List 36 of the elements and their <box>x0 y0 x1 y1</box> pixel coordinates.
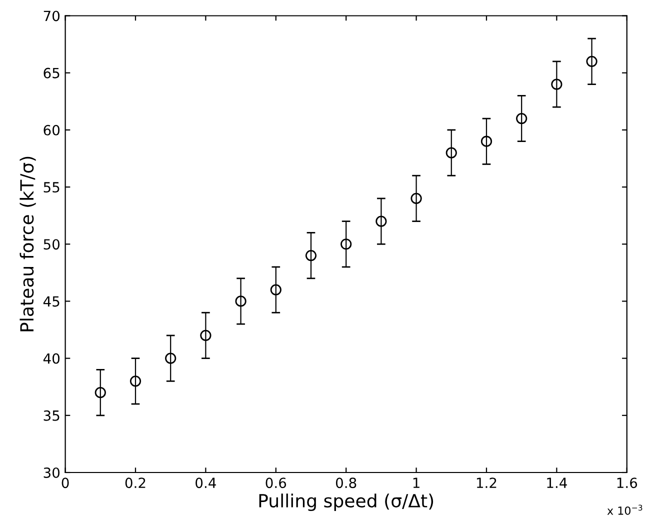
x-tick-label: 0 <box>62 478 69 488</box>
x-tick-label: 1.4 <box>547 478 567 488</box>
point <box>376 216 387 227</box>
x-tick-label: 1.2 <box>476 478 496 488</box>
point <box>94 387 106 398</box>
point <box>480 136 492 147</box>
point <box>446 147 457 158</box>
point <box>516 112 528 124</box>
point <box>270 284 282 296</box>
point <box>130 376 142 387</box>
point <box>551 78 562 90</box>
x-tick-label: 0.8 <box>336 478 356 488</box>
text: x 10$^{−3}$ <box>607 504 642 515</box>
x-tick-label: 1.6 <box>617 478 638 488</box>
y-tick-label: 45 <box>43 296 60 307</box>
y-tick-label: 55 <box>44 182 60 193</box>
y-tick-label: 65 <box>44 68 60 78</box>
y-axis-title: Plateau force (kT/σ) <box>20 156 36 332</box>
y-tick-label: 30 <box>44 467 60 478</box>
point <box>165 352 176 364</box>
x-axis-title: Pulling speed (σ/Δt) <box>259 494 434 512</box>
x-tick-label: 0.2 <box>125 478 146 488</box>
point <box>200 330 212 342</box>
x-tick-label: 0.4 <box>196 478 216 488</box>
point <box>586 56 598 67</box>
y-tick-label: 50 <box>44 239 60 250</box>
point <box>235 296 246 307</box>
x-tick-label: 0.6 <box>266 478 286 488</box>
point <box>410 192 422 204</box>
y-tick-label: 40 <box>43 353 60 364</box>
y-tick-label: 35 <box>44 410 60 421</box>
y-tick-label: 70 <box>44 10 60 22</box>
x-tick-label: 1 <box>413 478 420 488</box>
point <box>305 250 317 262</box>
point <box>340 238 352 250</box>
y-tick-label: 60 <box>44 124 60 136</box>
